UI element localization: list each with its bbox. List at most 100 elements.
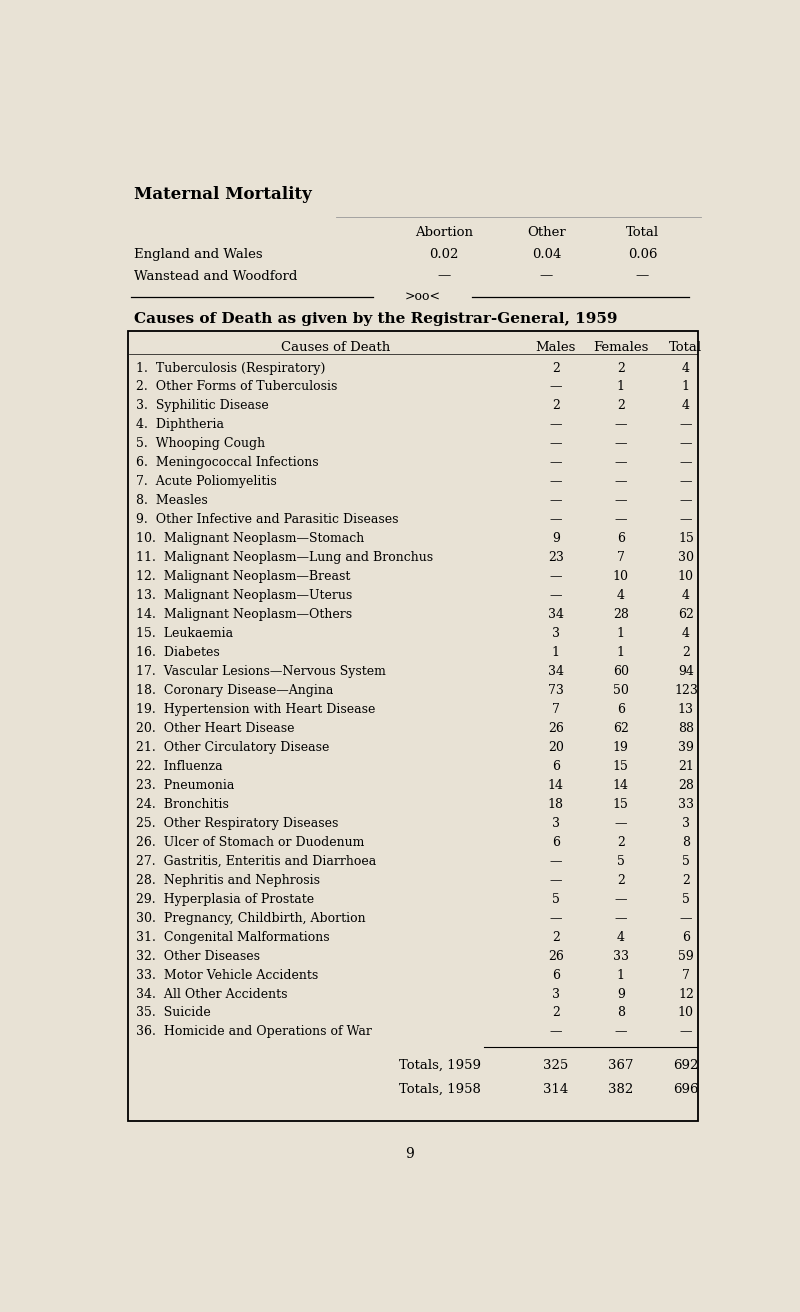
Text: 2: 2 — [552, 399, 560, 412]
Text: 15: 15 — [613, 798, 629, 811]
Text: 26: 26 — [548, 722, 564, 735]
Text: 28.  Nephritis and Nephrosis: 28. Nephritis and Nephrosis — [136, 874, 320, 887]
Text: 21.  Other Circulatory Disease: 21. Other Circulatory Disease — [136, 741, 330, 754]
Text: —: — — [614, 1026, 627, 1039]
Text: 1: 1 — [682, 380, 690, 394]
Text: 1: 1 — [617, 380, 625, 394]
Text: 4: 4 — [682, 589, 690, 602]
Text: —: — — [550, 513, 562, 526]
Text: 23: 23 — [548, 551, 564, 564]
Text: 10: 10 — [613, 571, 629, 583]
Text: 4: 4 — [682, 399, 690, 412]
Text: 5: 5 — [682, 892, 690, 905]
Text: 6: 6 — [552, 968, 560, 981]
Text: 59: 59 — [678, 950, 694, 963]
Text: —: — — [438, 269, 450, 282]
Text: 6: 6 — [682, 930, 690, 943]
Text: 382: 382 — [608, 1082, 634, 1096]
Text: 2: 2 — [552, 930, 560, 943]
Text: 27.  Gastritis, Enteritis and Diarrhoea: 27. Gastritis, Enteritis and Diarrhoea — [136, 854, 376, 867]
Text: —: — — [614, 457, 627, 470]
Text: 9: 9 — [406, 1148, 414, 1161]
Text: 35.  Suicide: 35. Suicide — [136, 1006, 210, 1019]
Text: —: — — [614, 513, 627, 526]
Text: 367: 367 — [608, 1059, 634, 1072]
Text: 39: 39 — [678, 741, 694, 754]
Text: Abortion: Abortion — [415, 226, 473, 239]
Text: 20: 20 — [548, 741, 564, 754]
Text: —: — — [636, 269, 649, 282]
Text: 10: 10 — [678, 1006, 694, 1019]
Text: 3: 3 — [552, 988, 560, 1001]
Text: 16.  Diabetes: 16. Diabetes — [136, 646, 220, 659]
Text: Other: Other — [527, 226, 566, 239]
Text: 1: 1 — [617, 646, 625, 659]
Text: —: — — [550, 874, 562, 887]
Text: —: — — [680, 419, 692, 432]
Text: 4: 4 — [617, 930, 625, 943]
Text: 60: 60 — [613, 665, 629, 678]
Text: 1.  Tuberculosis (Respiratory): 1. Tuberculosis (Respiratory) — [136, 362, 326, 374]
Text: 3.  Syphilitic Disease: 3. Syphilitic Disease — [136, 399, 269, 412]
Text: 10.  Malignant Neoplasm—Stomach: 10. Malignant Neoplasm—Stomach — [136, 533, 364, 546]
Text: 18: 18 — [548, 798, 564, 811]
Text: 26.  Ulcer of Stomach or Duodenum: 26. Ulcer of Stomach or Duodenum — [136, 836, 364, 849]
Text: 32.  Other Diseases: 32. Other Diseases — [136, 950, 260, 963]
Text: 94: 94 — [678, 665, 694, 678]
Text: Wanstead and Woodford: Wanstead and Woodford — [134, 269, 298, 282]
Text: —: — — [680, 495, 692, 508]
Text: 314: 314 — [543, 1082, 568, 1096]
Text: —: — — [550, 495, 562, 508]
Bar — [128, 331, 698, 1122]
Text: 24.  Bronchitis: 24. Bronchitis — [136, 798, 229, 811]
Text: —: — — [550, 912, 562, 925]
Text: —: — — [550, 419, 562, 432]
Text: 4: 4 — [682, 627, 690, 640]
Text: 2: 2 — [617, 874, 625, 887]
Text: 31.  Congenital Malformations: 31. Congenital Malformations — [136, 930, 330, 943]
Text: 5.  Whooping Cough: 5. Whooping Cough — [136, 437, 265, 450]
Text: 30: 30 — [678, 551, 694, 564]
Text: —: — — [614, 437, 627, 450]
Text: —: — — [550, 457, 562, 470]
Text: —: — — [680, 437, 692, 450]
Text: Males: Males — [535, 341, 576, 354]
Text: 29.  Hyperplasia of Prostate: 29. Hyperplasia of Prostate — [136, 892, 314, 905]
Text: 11.  Malignant Neoplasm—Lung and Bronchus: 11. Malignant Neoplasm—Lung and Bronchus — [136, 551, 433, 564]
Text: 7: 7 — [552, 703, 560, 716]
Text: —: — — [680, 457, 692, 470]
Text: 7: 7 — [682, 968, 690, 981]
Text: 19: 19 — [613, 741, 629, 754]
Text: 15.  Leukaemia: 15. Leukaemia — [136, 627, 233, 640]
Text: —: — — [614, 912, 627, 925]
Text: —: — — [550, 1026, 562, 1039]
Text: 5: 5 — [552, 892, 560, 905]
Text: —: — — [550, 854, 562, 867]
Text: —: — — [680, 912, 692, 925]
Text: 33: 33 — [613, 950, 629, 963]
Text: 62: 62 — [613, 722, 629, 735]
Text: —: — — [614, 817, 627, 829]
Text: 2: 2 — [552, 1006, 560, 1019]
Text: Total: Total — [670, 341, 702, 354]
Text: 6.  Meningococcal Infections: 6. Meningococcal Infections — [136, 457, 318, 470]
Text: 28: 28 — [678, 779, 694, 792]
Text: 30.  Pregnancy, Childbirth, Abortion: 30. Pregnancy, Childbirth, Abortion — [136, 912, 366, 925]
Text: —: — — [614, 419, 627, 432]
Text: 0.02: 0.02 — [430, 248, 458, 261]
Text: Causes of Death as given by the Registrar-General, 1959: Causes of Death as given by the Registra… — [134, 312, 618, 325]
Text: 3: 3 — [682, 817, 690, 829]
Text: 17.  Vascular Lesions—Nervous System: 17. Vascular Lesions—Nervous System — [136, 665, 386, 678]
Text: —: — — [550, 589, 562, 602]
Text: 9: 9 — [617, 988, 625, 1001]
Text: —: — — [550, 571, 562, 583]
Text: —: — — [680, 1026, 692, 1039]
Text: —: — — [614, 475, 627, 488]
Text: 22.  Influenza: 22. Influenza — [136, 760, 222, 773]
Text: 26: 26 — [548, 950, 564, 963]
Text: —: — — [614, 892, 627, 905]
Text: 34: 34 — [548, 665, 564, 678]
Text: 8.  Measles: 8. Measles — [136, 495, 208, 508]
Text: 15: 15 — [678, 533, 694, 546]
Text: 696: 696 — [673, 1082, 698, 1096]
